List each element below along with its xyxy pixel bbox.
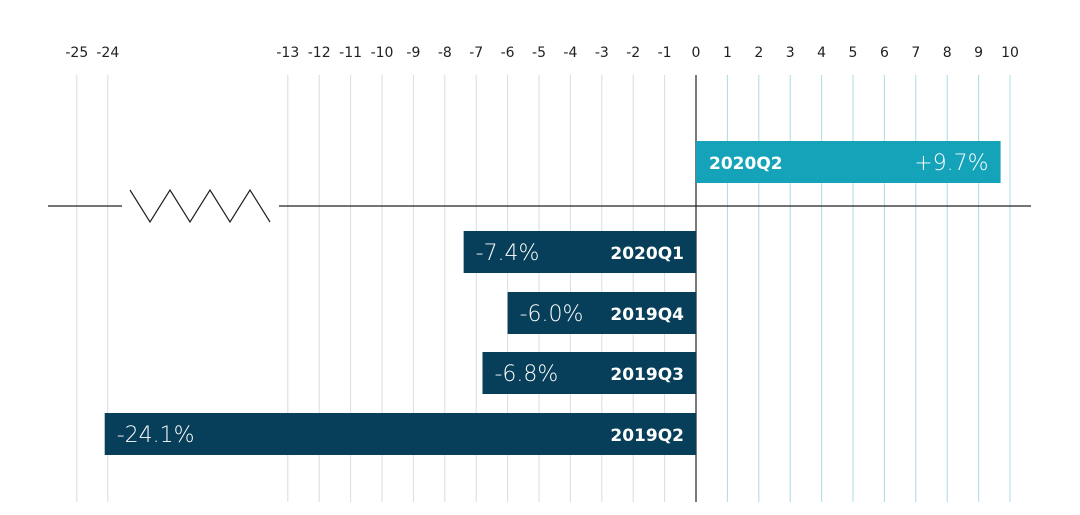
- bar-period-label: 2020Q1: [610, 244, 684, 264]
- bar-period-label: 2019Q3: [610, 365, 684, 385]
- x-tick-label: -9: [406, 45, 420, 61]
- bar-value-label: -6.0%: [520, 302, 584, 327]
- x-tick-label: -1: [658, 45, 672, 61]
- bar-period-label: 2019Q4: [610, 305, 684, 325]
- bar-2019Q4: [507, 292, 696, 334]
- x-tick-label: 6: [880, 45, 889, 61]
- x-tick-label: 0: [692, 45, 701, 61]
- bar-value-label: +9.7%: [914, 151, 988, 176]
- bar-period-label: 2020Q2: [709, 154, 783, 174]
- x-tick-label: -12: [308, 45, 331, 61]
- bar-2019Q3: [482, 352, 696, 394]
- bar-2020Q1: [463, 231, 696, 273]
- bar-2020Q2: [696, 141, 1001, 183]
- x-tick-label: -5: [532, 45, 546, 61]
- x-tick-label: -3: [595, 45, 609, 61]
- x-tick-label: -4: [563, 45, 577, 61]
- x-tick-label: 7: [911, 45, 920, 61]
- x-tick-label: 10: [1001, 45, 1019, 61]
- x-tick-label: -10: [371, 45, 394, 61]
- x-tick-label: -11: [339, 45, 362, 61]
- x-tick-label: -25: [65, 45, 88, 61]
- x-tick-label: 2: [754, 45, 763, 61]
- x-tick-label: 1: [723, 45, 732, 61]
- x-tick-label: -6: [501, 45, 515, 61]
- x-tick-label: -7: [469, 45, 483, 61]
- x-tick-label: 8: [943, 45, 952, 61]
- bar-value-label: -6.8%: [494, 362, 558, 387]
- x-tick-label: -24: [96, 45, 119, 61]
- x-tick-label: -13: [276, 45, 299, 61]
- x-tick-label: -8: [438, 45, 452, 61]
- axis-break-zigzag: [129, 188, 271, 224]
- bar-value-label: -24.1%: [117, 423, 195, 448]
- x-tick-label: -2: [626, 45, 640, 61]
- bar-2019Q2: [104, 413, 696, 455]
- x-tick-label: 3: [786, 45, 795, 61]
- x-tick-label: 9: [974, 45, 983, 61]
- bar-value-label: -7.4%: [476, 241, 540, 266]
- bar-period-label: 2019Q2: [610, 426, 684, 446]
- x-tick-label: 4: [817, 45, 826, 61]
- x-tick-label: 5: [849, 45, 858, 61]
